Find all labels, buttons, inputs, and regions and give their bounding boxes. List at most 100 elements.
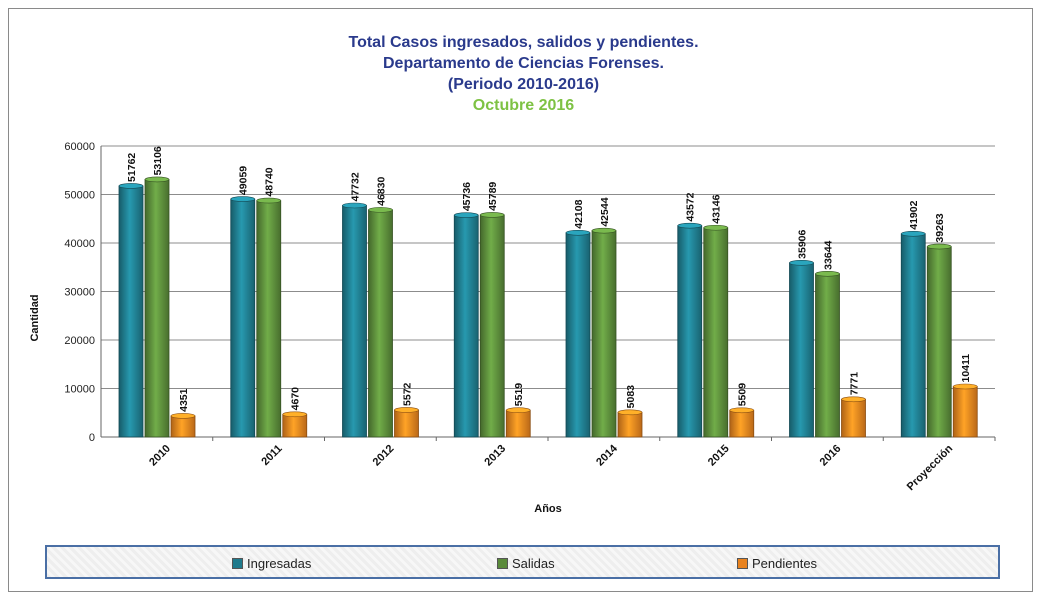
data-label: 39263 xyxy=(934,213,946,242)
bar-top xyxy=(256,197,282,204)
bar-ingresadas xyxy=(230,198,256,438)
bar-top xyxy=(144,176,170,183)
x-tick-label: 2012 xyxy=(371,443,397,469)
bar-salidas xyxy=(368,209,393,438)
x-tick-label: 2014 xyxy=(594,442,620,468)
bar-salidas xyxy=(479,214,505,438)
legend-label: Pendientes xyxy=(752,556,818,571)
data-label: 46830 xyxy=(376,177,388,206)
data-label: 5083 xyxy=(625,385,637,409)
y-tick-label: 60000 xyxy=(64,141,95,153)
legend-item-ingresadas: Ingresadas xyxy=(232,556,311,571)
bar-top xyxy=(479,212,505,218)
data-label: 5509 xyxy=(737,383,749,407)
bar-top xyxy=(591,227,617,234)
bar-top xyxy=(565,229,591,236)
bar-top xyxy=(368,207,393,213)
y-tick-label: 30000 xyxy=(64,287,95,299)
bar-salidas xyxy=(815,273,840,438)
data-label: 4351 xyxy=(178,388,190,412)
bar-pendientes xyxy=(841,398,866,438)
data-label: 42108 xyxy=(573,199,585,228)
bar-top xyxy=(342,202,367,209)
bar-salidas xyxy=(926,246,952,438)
data-label: 47732 xyxy=(350,172,362,201)
legend-item-pendientes: Pendientes xyxy=(737,556,817,571)
bar-pendientes xyxy=(505,409,531,438)
y-tick-label: 50000 xyxy=(64,190,95,202)
bar-ingresadas xyxy=(118,185,144,438)
bar-top xyxy=(394,407,419,413)
x-axis-title: Años xyxy=(534,503,562,515)
bar-salidas xyxy=(256,200,282,438)
y-tick-label: 0 xyxy=(89,432,95,444)
bar-top xyxy=(170,413,196,419)
bar-pendientes xyxy=(282,413,308,438)
bar-top xyxy=(617,409,643,416)
bar-salidas xyxy=(144,179,170,438)
y-tick-label: 40000 xyxy=(64,238,95,250)
bar-ingresadas xyxy=(453,214,479,438)
bar-top xyxy=(815,271,840,277)
data-label: 43572 xyxy=(685,192,697,221)
bar-ingresadas xyxy=(789,262,814,438)
bar-salidas xyxy=(703,227,729,438)
chart-title-line-3: (Periodo 2010-2016) xyxy=(447,76,600,93)
bar-top xyxy=(729,407,755,414)
data-label: 51762 xyxy=(126,153,138,182)
bar-pendientes xyxy=(394,409,419,438)
data-label: 5519 xyxy=(513,383,525,407)
data-label: 4670 xyxy=(290,387,302,411)
bar-top xyxy=(900,230,926,237)
data-label: 41902 xyxy=(908,200,920,229)
y-tick-label: 10000 xyxy=(64,384,95,396)
x-tick-label: 2015 xyxy=(706,443,732,469)
y-axis-title: Cantidad xyxy=(29,294,41,341)
chart-title-block: Total Casos ingresados, salidos y pendie… xyxy=(0,32,1047,116)
x-tick-label: Proyección xyxy=(905,442,956,493)
x-tick-label: 2010 xyxy=(147,443,173,469)
data-label: 5572 xyxy=(402,382,414,406)
data-label: 10411 xyxy=(960,354,972,383)
bar-pendientes xyxy=(617,411,643,438)
bar-pendientes xyxy=(952,386,978,438)
bar-top xyxy=(282,411,308,418)
bar-top xyxy=(230,196,256,202)
bar-top xyxy=(677,222,703,229)
legend-swatch xyxy=(737,558,748,569)
bar-ingresadas xyxy=(565,232,591,438)
bar-pendientes xyxy=(170,415,196,438)
legend-label: Ingresadas xyxy=(247,556,312,571)
bar-top xyxy=(453,212,479,218)
x-tick-label: 2013 xyxy=(482,443,508,469)
bar-top xyxy=(118,183,144,189)
bar-ingresadas xyxy=(677,225,703,438)
bar-salidas xyxy=(591,230,617,438)
data-label: 48740 xyxy=(264,167,276,196)
data-label: 35906 xyxy=(797,229,809,258)
bar-top xyxy=(789,260,814,266)
data-label: 49059 xyxy=(238,166,250,195)
data-label: 53106 xyxy=(152,146,164,175)
chart-frame xyxy=(8,8,1033,592)
bar-ingresadas xyxy=(900,233,926,438)
data-label: 43146 xyxy=(711,194,723,223)
bar-ingresadas xyxy=(342,205,367,438)
data-label: 42544 xyxy=(599,197,611,226)
bar-pendientes xyxy=(729,409,755,438)
chart-title-line-1: Total Casos ingresados, salidos y pendie… xyxy=(348,34,699,51)
y-tick-label: 20000 xyxy=(64,335,95,347)
chart-subtitle: Octubre 2016 xyxy=(472,97,575,114)
x-tick-label: 2011 xyxy=(259,443,284,468)
data-label: 45789 xyxy=(487,182,499,211)
chart-legend: Ingresadas Salidas Pendientes xyxy=(45,545,1000,579)
legend-item-salidas: Salidas xyxy=(497,556,555,571)
bar-top xyxy=(505,407,531,414)
x-tick-label: 2016 xyxy=(818,443,844,469)
bar-top xyxy=(926,243,952,250)
data-label: 7771 xyxy=(849,372,861,396)
bar-chart: 0 10000 20000 30000 40000 50000 60000 51762 5310… xyxy=(29,141,996,515)
data-label: 33644 xyxy=(823,240,835,269)
bar-top xyxy=(952,383,978,390)
chart-title-line-2: Departamento de Ciencias Forenses. xyxy=(383,55,664,72)
